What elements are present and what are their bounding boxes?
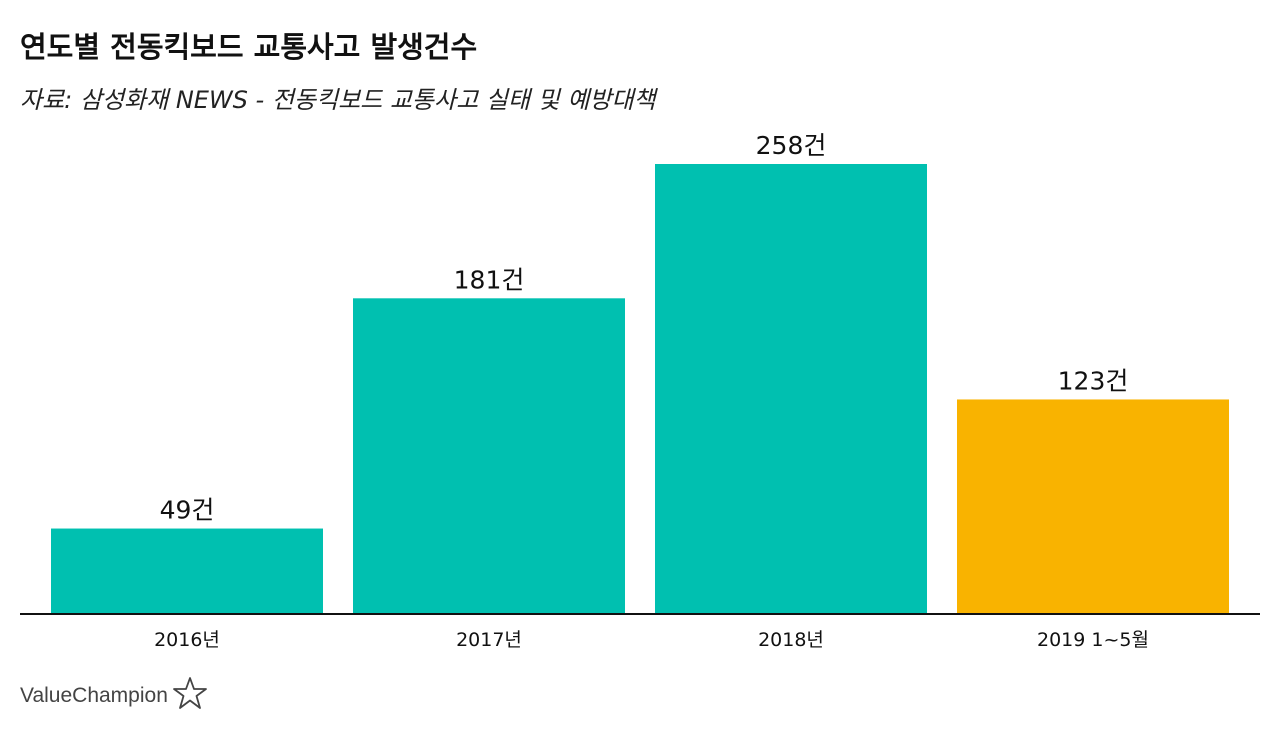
star-outline-icon — [172, 676, 208, 716]
data-label-1: 181건 — [454, 265, 525, 294]
chart-subtitle: 자료: 삼성화재 NEWS - 전동킥보드 교통사고 실태 및 예방대책 — [20, 86, 656, 114]
x-tick-label-1: 2017년 — [456, 629, 522, 651]
bar-chart: 49건 181건 258건 123건 2016년 2017년 2018년 2019 1~5월 — [20, 131, 1260, 651]
data-label-0: 49건 — [160, 496, 215, 525]
x-tick-label-2: 2018년 — [758, 629, 824, 651]
brand-name: ValueChampion — [20, 684, 168, 707]
x-tick-label-3: 2019 1~5월 — [1037, 629, 1149, 651]
bar-0 — [51, 528, 323, 614]
bar-2 — [655, 164, 927, 614]
chart-title: 연도별 전동킥보드 교통사고 발생건수 — [20, 30, 478, 64]
brand-logo: ValueChampion — [20, 676, 208, 716]
data-label-2: 258건 — [756, 131, 827, 160]
bar-1 — [353, 298, 625, 614]
x-tick-label-0: 2016년 — [154, 629, 220, 651]
data-label-3: 123건 — [1058, 366, 1129, 395]
bar-3 — [957, 399, 1229, 614]
